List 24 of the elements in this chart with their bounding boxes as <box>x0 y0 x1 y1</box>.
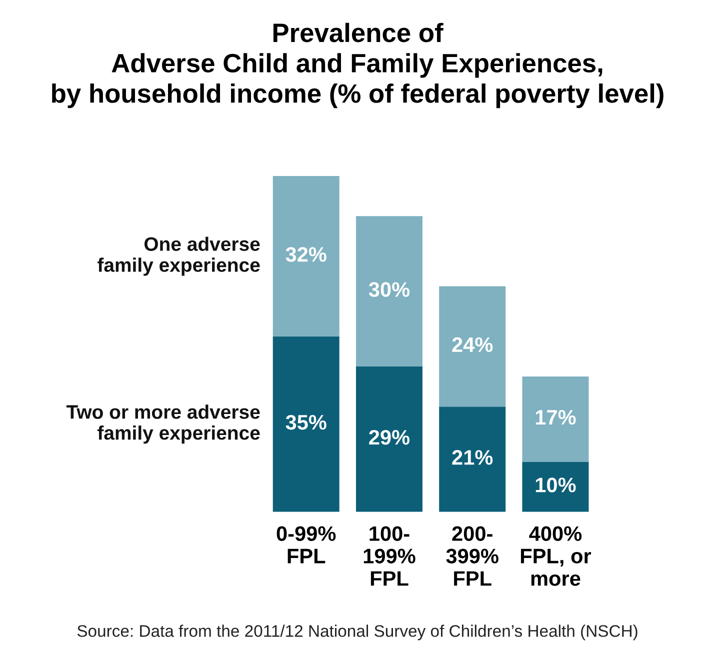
bar <box>356 366 422 512</box>
data-label: 32% <box>286 247 326 262</box>
data-label: 30% <box>368 282 410 297</box>
chart-title: Prevalence of Adverse Child and Family Experiences, by household income (% of federal poverty level) <box>52 22 664 108</box>
source-note: Source: Data from the 2011/12 National Survey of Children’s Health (NSCH) <box>77 624 638 640</box>
x-tick-label: 0-99% FPL <box>276 526 336 564</box>
data-label: 21% <box>452 450 493 465</box>
data-label: 24% <box>452 337 493 352</box>
bar <box>522 462 589 512</box>
data-label: 29% <box>369 430 410 445</box>
bar <box>356 216 422 366</box>
data-label: 35% <box>286 414 326 430</box>
bar <box>272 336 340 512</box>
bar <box>439 286 506 407</box>
x-tick-label: 100- 199% FPL <box>364 526 416 586</box>
x-tick-label: 400% FPL, or more <box>520 526 592 586</box>
series-label: Two or more adverse family experience <box>66 404 260 444</box>
x-tick-label: 200- 399% FPL <box>446 526 498 586</box>
series-label: One adverse family experience <box>98 236 260 276</box>
bar <box>522 376 589 462</box>
data-label: 10% <box>536 478 576 492</box>
bar <box>272 176 340 336</box>
data-label: 17% <box>536 410 576 425</box>
bar <box>439 406 506 512</box>
